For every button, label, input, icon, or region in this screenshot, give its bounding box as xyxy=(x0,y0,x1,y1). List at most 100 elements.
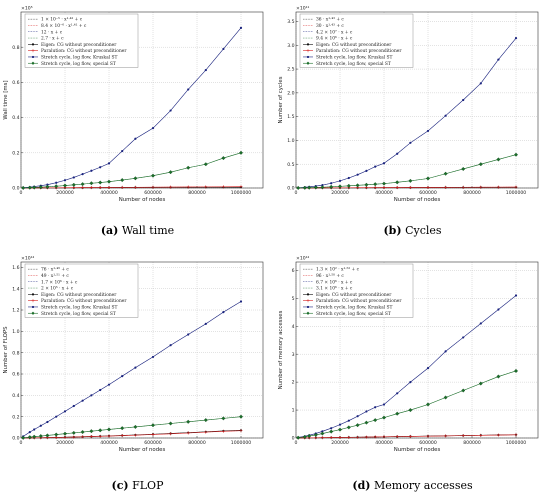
data-point xyxy=(151,185,155,189)
series-line xyxy=(298,295,517,438)
data-point xyxy=(238,414,244,419)
data-point xyxy=(169,109,172,112)
data-point xyxy=(426,185,430,190)
data-point xyxy=(151,355,155,359)
legend-marker xyxy=(31,311,35,315)
data-point xyxy=(63,435,67,439)
data-point xyxy=(54,432,59,437)
data-point xyxy=(409,141,412,144)
x-tick-label: 1000000 xyxy=(231,440,252,446)
data-point xyxy=(120,185,124,189)
data-point xyxy=(151,432,155,437)
data-point xyxy=(71,430,76,435)
data-point xyxy=(479,322,482,325)
data-point xyxy=(296,435,301,440)
legend-fit-label: 8.4 × 10⁻⁶ · x¹·⁴¹ + c xyxy=(41,23,87,29)
legend-fit-label: 6.7 × 10⁶ · x + c xyxy=(316,279,353,285)
legend-fit-label: 1 × 10⁻⁵ · x¹·⁴² + c xyxy=(41,17,83,23)
plot-frame xyxy=(20,261,264,439)
data-point xyxy=(346,425,351,430)
data-point xyxy=(346,183,351,188)
data-point xyxy=(98,434,102,438)
y-axis-label: Number of cycles xyxy=(278,76,284,123)
x-tick-label: 200000 xyxy=(331,440,349,446)
data-point xyxy=(496,157,501,162)
legend-marker xyxy=(306,49,310,53)
data-point xyxy=(320,185,325,190)
data-point xyxy=(381,181,387,186)
legend-marker xyxy=(306,305,310,309)
data-point xyxy=(55,181,58,184)
data-point xyxy=(408,408,413,413)
data-point xyxy=(107,383,111,386)
x-tick-label: 400000 xyxy=(375,440,393,446)
legend-fit-label: 30 · x¹·⁴³ + c xyxy=(316,23,344,29)
y-tick-label: 0 xyxy=(292,436,295,442)
data-point xyxy=(444,350,447,353)
x-axis-label: Number of nodes xyxy=(394,447,441,453)
data-point xyxy=(337,427,343,432)
data-point xyxy=(38,434,43,439)
data-point xyxy=(222,311,225,314)
legend-series-label: Stretch cycle, log flow, special ST xyxy=(41,62,116,67)
legend-fit-label: 2.7 · x + c xyxy=(41,37,64,42)
data-point xyxy=(374,406,377,409)
data-point xyxy=(98,428,103,433)
data-point xyxy=(478,162,483,167)
y-tick-label: 2.5 xyxy=(287,67,294,73)
data-point xyxy=(338,179,342,182)
y-tick-label: 1 xyxy=(292,408,295,414)
plot-frame xyxy=(20,11,264,189)
data-point xyxy=(461,185,465,189)
legend xyxy=(299,263,414,318)
data-point xyxy=(321,184,324,187)
data-point xyxy=(307,434,312,439)
legend-marker xyxy=(306,55,310,59)
legend-marker xyxy=(31,61,35,65)
data-point xyxy=(80,182,85,187)
data-point xyxy=(347,419,350,422)
legend-fit-label: 96 · x¹·⁵⁰ + c xyxy=(316,273,344,279)
x-tick-label: 400000 xyxy=(375,190,393,196)
data-point xyxy=(365,169,368,172)
x-tick-label: 600000 xyxy=(419,190,437,196)
legend-marker xyxy=(306,61,310,65)
data-point xyxy=(168,421,173,426)
x-tick-label: 0 xyxy=(295,440,298,446)
legend-series-label: Stretch cycle, log flow, special ST xyxy=(41,312,116,317)
y-tick-label: 0.4 xyxy=(12,393,19,399)
x-tick-label: 200000 xyxy=(331,190,349,196)
caption-text: Wall time xyxy=(121,224,175,237)
legend-series-label: Stretch cycle, log flow, Kruskal ST xyxy=(41,305,118,310)
x-tick-label: 800000 xyxy=(463,190,481,196)
data-point xyxy=(444,185,448,189)
data-point xyxy=(373,418,378,423)
data-point xyxy=(373,186,377,190)
y-tick-label: 2.0 xyxy=(287,90,294,96)
data-point xyxy=(479,185,483,189)
data-point xyxy=(169,344,172,347)
data-point xyxy=(32,185,37,190)
data-point xyxy=(409,381,412,384)
data-point xyxy=(320,436,324,440)
legend-series-label: Stretch cycle, log flow, Kruskal ST xyxy=(41,55,118,60)
legend-marker xyxy=(31,299,35,303)
data-point xyxy=(28,431,31,434)
y-tick-label: 1.5 xyxy=(287,114,294,120)
legend-series-label: Stretch cycle, log flow, Kruskal ST xyxy=(316,305,393,310)
data-point xyxy=(356,173,359,176)
data-point xyxy=(382,403,386,406)
data-point xyxy=(479,433,483,437)
data-point xyxy=(133,185,137,189)
x-tick-label: 600000 xyxy=(419,440,437,446)
data-point xyxy=(90,394,93,397)
data-point xyxy=(72,176,75,179)
data-point xyxy=(513,368,519,373)
y-tick-label: 0.5 xyxy=(287,162,294,168)
data-point xyxy=(425,176,431,181)
data-point xyxy=(150,423,156,428)
data-point xyxy=(373,435,377,439)
plot-frame xyxy=(295,11,539,189)
data-point xyxy=(186,185,190,189)
data-point xyxy=(71,182,76,187)
